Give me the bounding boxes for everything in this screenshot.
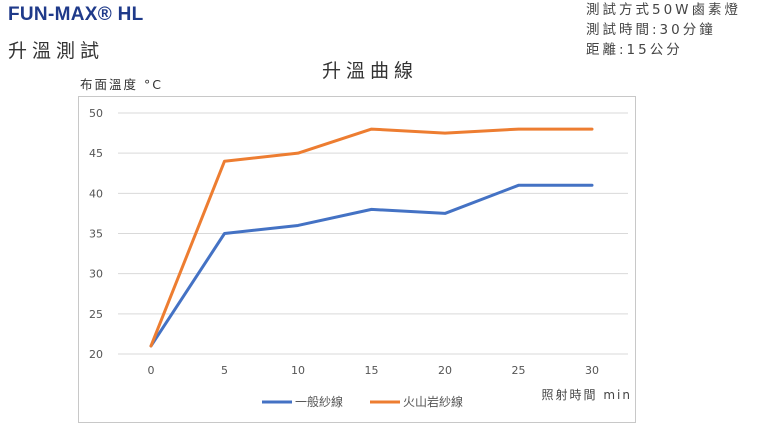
- y-tick-label: 35: [89, 228, 103, 241]
- legend-label-1: 一般紗線: [295, 394, 343, 409]
- test-info-duration: 測試時間:30分鐘: [586, 22, 716, 38]
- x-tick-label: 10: [291, 364, 305, 377]
- x-tick-label: 0: [148, 364, 155, 377]
- test-info-method: 測試方式50W鹵素燈: [586, 2, 742, 18]
- x-tick-label: 15: [365, 364, 379, 377]
- test-info: 測試方式50W鹵素燈 測試時間:30分鐘 距離:15公分: [586, 0, 741, 60]
- y-tick-label: 25: [89, 308, 103, 321]
- x-tick-label: 20: [438, 364, 452, 377]
- x-tick-label: 5: [221, 364, 228, 377]
- y-tick-label: 45: [89, 147, 103, 160]
- y-tick-label: 40: [89, 187, 103, 200]
- y-tick-label: 20: [89, 348, 103, 361]
- series-line-2: [149, 127, 594, 348]
- x-tick-label: 25: [512, 364, 526, 377]
- x-tick-label: 30: [585, 364, 599, 377]
- legend-label-2: 火山岩紗線: [403, 394, 463, 409]
- brand-title: FUN-MAX® HL: [8, 4, 144, 25]
- chart-title: 升溫曲線: [321, 60, 418, 82]
- series-line-1: [149, 183, 594, 348]
- y-tick-label: 50: [89, 107, 103, 120]
- x-axis-label: 照射時間 min: [542, 387, 632, 402]
- y-axis-label: 布面溫度 °C: [80, 77, 163, 92]
- test-info-distance: 距離:15公分: [586, 42, 683, 58]
- y-tick-label: 30: [89, 268, 103, 281]
- page-subtitle: 升溫測試: [8, 40, 105, 62]
- chart-frame: [78, 96, 636, 423]
